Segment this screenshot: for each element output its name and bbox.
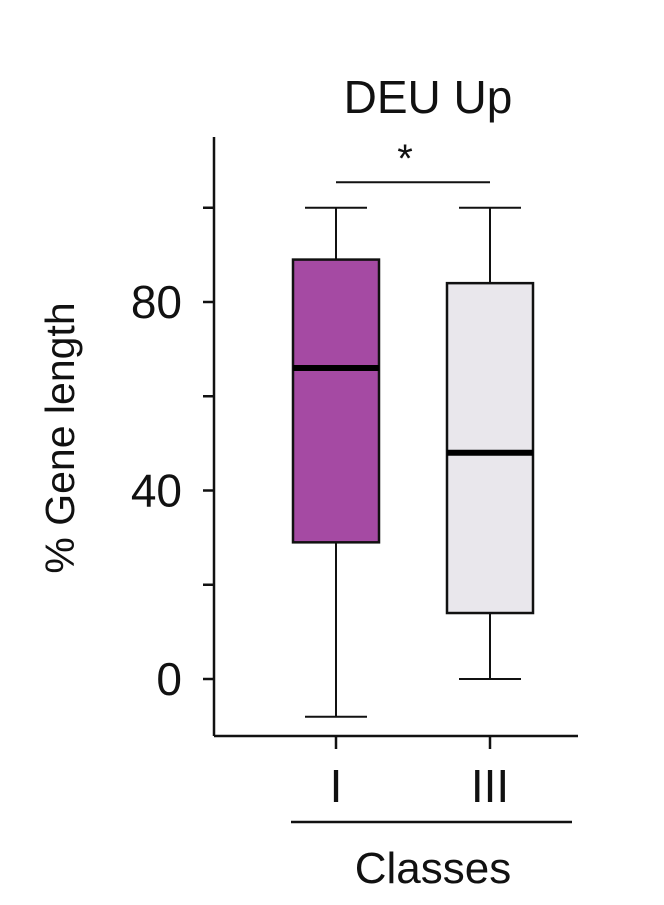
x-axis-label: Classes xyxy=(355,844,512,893)
significance-marker: * xyxy=(397,137,413,181)
box-class-iii xyxy=(445,281,535,615)
y-axis-label: % Gene length xyxy=(37,302,83,573)
x-tick-label-III: III xyxy=(471,760,509,812)
y-tick-label-80: 80 xyxy=(131,276,182,328)
box-class-i xyxy=(291,258,381,544)
y-tick-label-0: 0 xyxy=(156,653,182,705)
chart-title: DEU Up xyxy=(344,71,513,123)
y-tick-label-40: 40 xyxy=(131,465,182,517)
x-tick-label-I: I xyxy=(330,760,343,812)
